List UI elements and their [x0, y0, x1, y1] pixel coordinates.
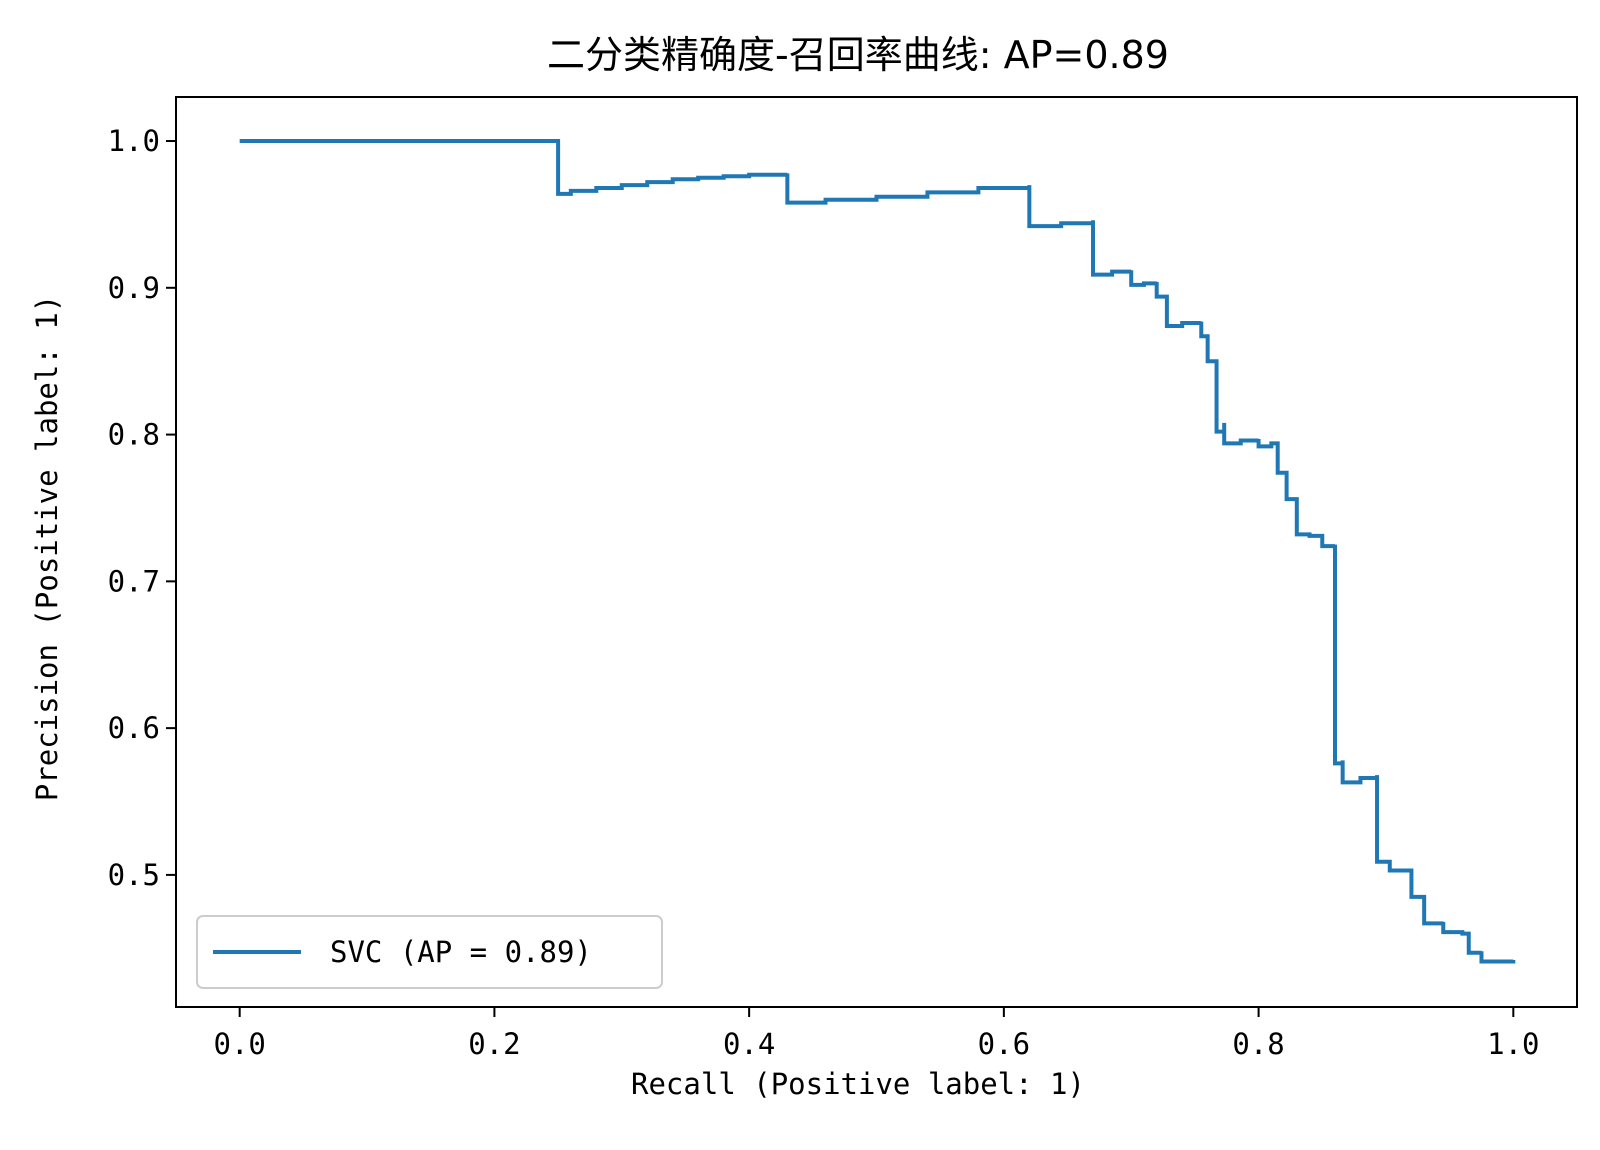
- x-axis-ticks: 0.0 0.2 0.4 0.6 0.8 1.0: [213, 1007, 1540, 1061]
- y-tick-label: 0.5: [108, 858, 160, 892]
- x-tick-label: 1.0: [1487, 1027, 1539, 1061]
- x-tick-label: 0.6: [978, 1027, 1030, 1061]
- series-line: [239, 139, 1516, 964]
- x-axis-label: Recall (Positive label: 1): [631, 1067, 1085, 1101]
- y-tick-label: 0.6: [108, 711, 160, 745]
- y-axis-label: Precision (Positive label: 1): [30, 295, 64, 801]
- y-axis-ticks: 0.5 0.6 0.7 0.8 0.9 1.0: [108, 124, 176, 892]
- x-tick-label: 0.4: [723, 1027, 775, 1061]
- plot-series: [239, 139, 1516, 964]
- legend-box: [196, 915, 663, 989]
- x-tick-label: 0.2: [468, 1027, 520, 1061]
- y-tick-label: 0.9: [108, 271, 160, 305]
- legend-entry-label: SVC (AP = 0.89): [330, 935, 592, 969]
- y-tick-label: 0.8: [108, 418, 160, 452]
- y-tick-label: 0.7: [108, 564, 160, 598]
- legend: SVC (AP = 0.89): [196, 915, 663, 989]
- plot-frame: [175, 96, 1578, 1008]
- x-tick-label: 0.0: [213, 1027, 265, 1061]
- y-tick-label: 1.0: [108, 124, 160, 158]
- chart-title: 二分类精确度-召回率曲线: AP=0.89: [547, 33, 1169, 77]
- x-tick-label: 0.8: [1232, 1027, 1284, 1061]
